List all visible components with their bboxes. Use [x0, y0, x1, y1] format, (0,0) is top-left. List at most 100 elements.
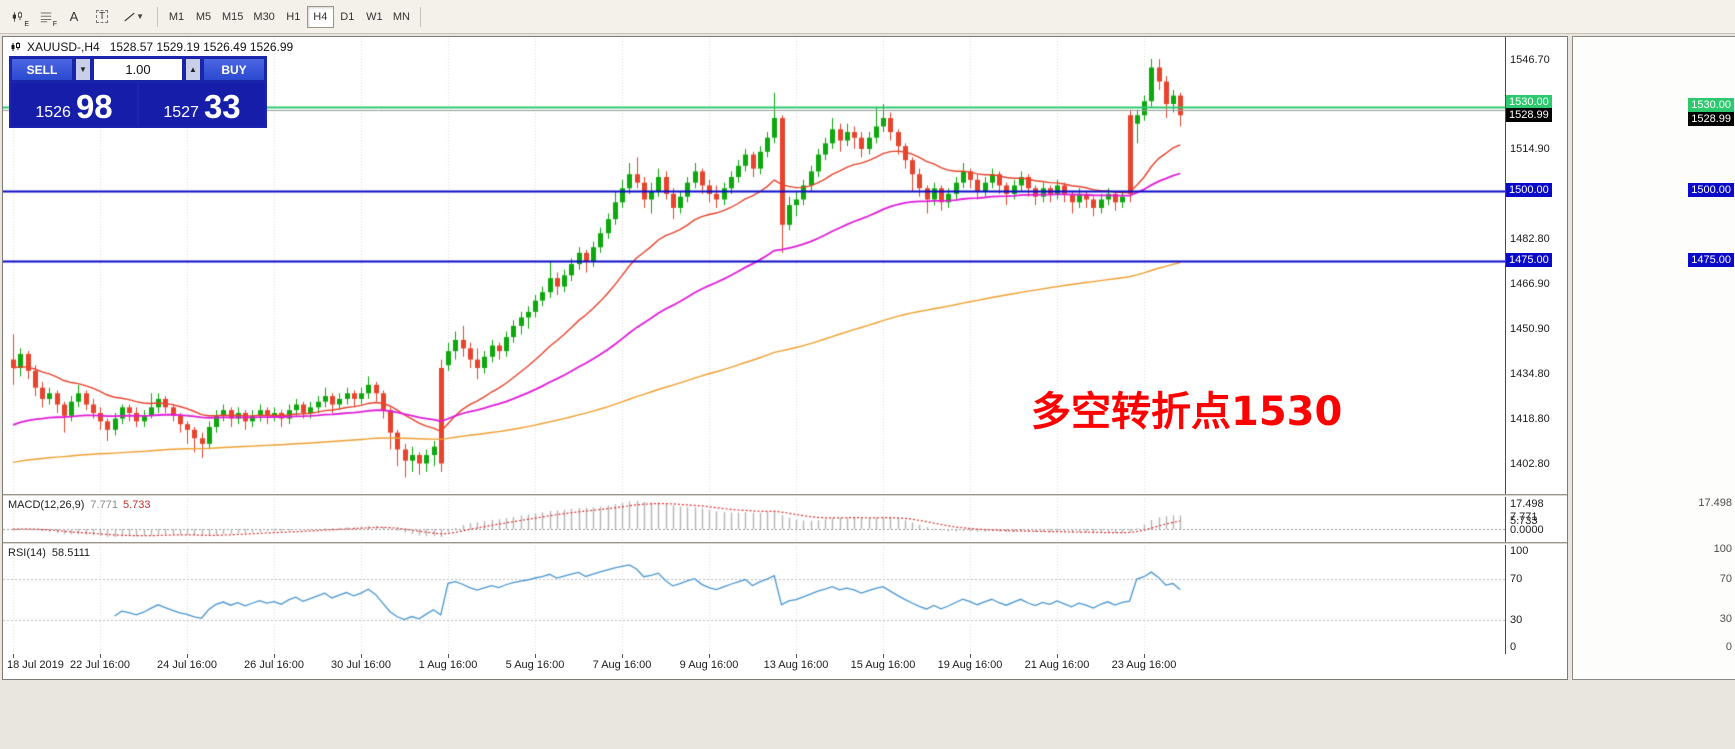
macd-tick-label: 5.733 [1510, 514, 1538, 527]
timeframe-d1[interactable]: D1 [334, 6, 361, 28]
partial-price-badge-blue: 1475.00 [1688, 253, 1734, 267]
draw-line-tool-button[interactable]: ▼ [117, 5, 151, 29]
chevron-down-icon: ▼ [136, 12, 144, 21]
timeframe-w1[interactable]: W1 [361, 6, 388, 28]
timeframe-m5[interactable]: M5 [190, 6, 217, 28]
toolbar: E F A T ▼ M1 M5 M15 M30 H1 H4 D1 W1 MN [0, 0, 1735, 34]
sell-button[interactable]: SELL [11, 58, 73, 81]
price-tick-label: 1514.90 [1510, 143, 1550, 156]
rsi-label: RSI(14) 58.5111 [8, 547, 91, 559]
rsi-tick-label: 70 [1510, 572, 1523, 585]
sell-price-small: 1526 [35, 104, 71, 121]
price-badge-blue: 1475.00 [1506, 253, 1552, 268]
time-tick-mark [970, 654, 971, 658]
volume-input[interactable] [93, 58, 183, 81]
macd-pane: MACD(12,26,9) 7.771 5.733 17.498 7.771 5.733… [3, 497, 1567, 542]
symbol-icon [11, 42, 20, 51]
partial-axis-label: 30 [1719, 613, 1732, 625]
time-tick-mark [883, 654, 884, 658]
time-tick-mark [187, 654, 188, 658]
rsi-value: 58.5111 [51, 547, 91, 559]
price-tick-label: 1466.90 [1510, 278, 1550, 291]
chart-shortcut-e-button[interactable]: E [5, 5, 31, 29]
time-tick-label: 21 Aug 16:00 [1024, 659, 1090, 671]
partial-price-badge-blue: 1500.00 [1688, 183, 1734, 197]
time-tick-mark [100, 654, 101, 658]
macd-tick-label: 17.498 [1510, 498, 1544, 510]
timeframe-mn[interactable]: MN [388, 6, 415, 28]
partial-price-badge-green: 1530.00 [1688, 98, 1734, 112]
partial-price-badge-black: 1528.99 [1688, 112, 1734, 126]
time-tick-label: 7 Aug 16:00 [592, 659, 652, 671]
volume-increase-button[interactable]: ▲ [185, 58, 201, 81]
timeframe-m30[interactable]: M30 [248, 6, 279, 28]
buy-price-display[interactable]: 1527 33 [139, 83, 265, 126]
time-tick-mark [709, 654, 710, 658]
macd-value: 7.771 [90, 499, 118, 511]
time-tick-mark [622, 654, 623, 658]
price-tick-label: 1418.80 [1510, 413, 1550, 426]
partial-axis-label: 100 [1713, 543, 1732, 555]
timeframe-m15[interactable]: M15 [217, 6, 248, 28]
time-tick-label: 24 Jul 16:00 [157, 659, 217, 671]
sell-price-big: 98 [75, 88, 113, 125]
price-axis[interactable]: 1546.70 1514.90 1482.80 1466.90 1450.90 1434.… [1505, 37, 1567, 494]
pane-splitter[interactable] [3, 542, 1567, 545]
macd-tick-label: 7.771 [1510, 511, 1538, 524]
rsi-canvas[interactable] [3, 546, 1505, 653]
macd-canvas[interactable] [3, 498, 1505, 541]
rsi-axis[interactable]: 100 70 30 0 [1505, 545, 1567, 654]
sell-price-display[interactable]: 1526 98 [11, 83, 137, 126]
time-tick-label: 18 Jul 2019 [7, 659, 64, 671]
timeframe-m1[interactable]: M1 [163, 6, 190, 28]
macd-signal-value: 5.733 [122, 499, 151, 511]
price-pane: XAUUSD-,H4 1528.57 1529.19 1526.49 1526.… [3, 37, 1567, 494]
price-tick-label: 1546.70 [1510, 53, 1550, 66]
pane-splitter[interactable] [3, 494, 1567, 497]
quote-ohlc: 1528.57 1529.19 1526.49 1526.99 [109, 40, 294, 54]
volume-decrease-button[interactable]: ▼ [75, 58, 91, 81]
timeframe-h1[interactable]: H1 [280, 6, 307, 28]
macd-label: MACD(12,26,9) 7.771 5.733 [8, 499, 151, 511]
price-badge-green: 1530.00 [1506, 94, 1552, 109]
chart-text-annotation: 多空转折点1530 [1031, 389, 1343, 435]
timeframe-h4[interactable]: H4 [306, 5, 334, 28]
time-tick-mark [1057, 654, 1058, 658]
symbol-timeframe: XAUUSD-,H4 [27, 40, 100, 54]
text-tool-button[interactable]: A [61, 5, 87, 29]
rsi-pane: RSI(14) 58.5111 100 70 30 0 [3, 545, 1567, 655]
trendline-icon [124, 12, 135, 21]
timeframe-buttons: M1 M5 M15 M30 H1 H4 D1 W1 MN [163, 5, 415, 28]
rsi-tick-label: 30 [1510, 614, 1523, 627]
price-tick-label: 1450.90 [1510, 322, 1550, 335]
candlestick-chart-icon [12, 10, 22, 22]
indicator-shortcut-f-button[interactable]: F [33, 5, 59, 29]
time-tick-label: 19 Aug 16:00 [937, 659, 1003, 671]
time-tick-mark [1144, 654, 1145, 658]
buy-button[interactable]: BUY [203, 58, 265, 81]
time-tick-mark [274, 654, 275, 658]
partial-axis-label: 0 [1725, 641, 1732, 653]
price-badge-black: 1528.99 [1506, 107, 1552, 122]
macd-tick-label: 0.0000 [1510, 524, 1544, 537]
time-tick-label: 23 Aug 16:00 [1111, 659, 1177, 671]
rsi-tick-label: 100 [1510, 545, 1529, 557]
time-tick-label: 26 Jul 16:00 [244, 659, 304, 671]
one-click-trading-widget: SELL ▼ ▲ BUY 1526 98 1527 33 [9, 56, 267, 128]
price-tick-label: 1402.80 [1510, 458, 1550, 471]
time-tick-label: 22 Jul 16:00 [70, 659, 130, 671]
time-tick-label: 30 Jul 16:00 [331, 659, 391, 671]
toolbar-separator [419, 6, 421, 27]
text-label-tool-button[interactable]: T [89, 5, 115, 29]
time-tick-mark [535, 654, 536, 658]
time-tick-label: 13 Aug 16:00 [763, 659, 829, 671]
partial-axis-label: 17.498 [1698, 497, 1732, 509]
time-tick-label: 1 Aug 16:00 [418, 659, 478, 671]
time-tick-mark [13, 654, 14, 658]
bar-list-icon [40, 12, 52, 22]
macd-axis[interactable]: 17.498 7.771 5.733 0.0000 [1505, 497, 1567, 542]
time-axis[interactable]: 18 Jul 2019 22 Jul 16:00 24 Jul 16:00 26 Ju… [3, 654, 1567, 679]
chart-window: XAUUSD-,H4 1528.57 1529.19 1526.49 1526.… [2, 36, 1568, 680]
quote-header: XAUUSD-,H4 1528.57 1529.19 1526.49 1526.… [11, 40, 293, 54]
